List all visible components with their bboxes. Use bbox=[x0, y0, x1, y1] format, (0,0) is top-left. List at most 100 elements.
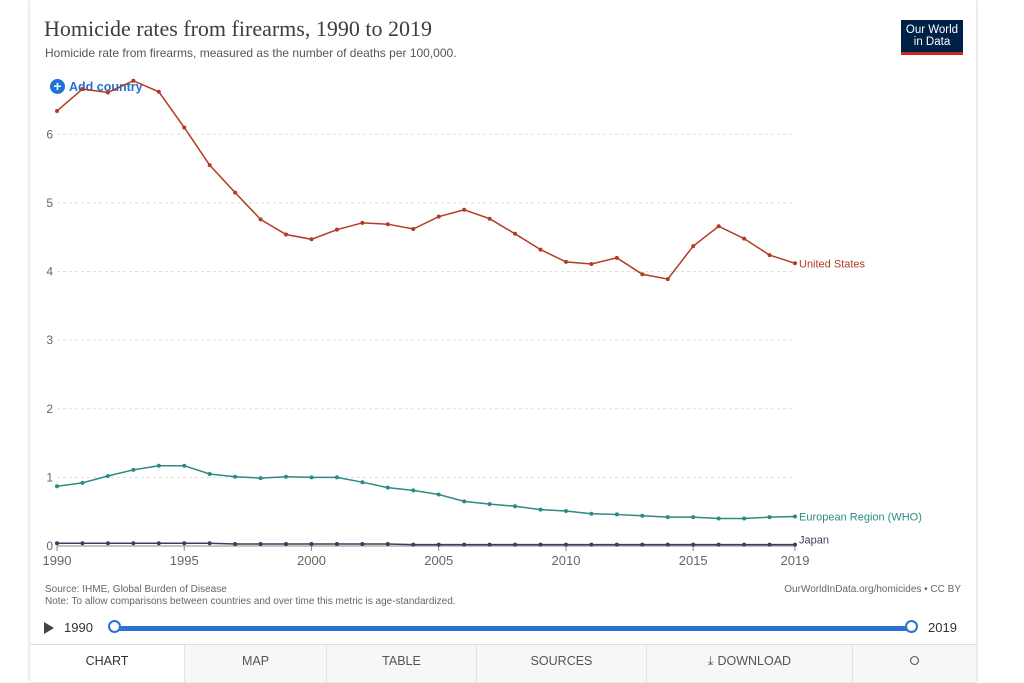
source-note: Source: IHME, Global Burden of Disease N… bbox=[45, 584, 456, 608]
timeline-slider-track[interactable] bbox=[114, 626, 911, 631]
tab-map[interactable]: MAP bbox=[184, 645, 326, 682]
data-point bbox=[360, 480, 365, 485]
data-point bbox=[284, 541, 289, 546]
data-point bbox=[207, 471, 212, 476]
credit-link[interactable]: OurWorldInData.org/homicides • CC BY bbox=[784, 584, 961, 595]
data-point bbox=[334, 541, 339, 546]
data-point bbox=[767, 253, 772, 258]
data-point bbox=[360, 541, 365, 546]
data-point bbox=[284, 232, 289, 237]
series-label: Japan bbox=[799, 535, 829, 547]
source-text: Source: IHME, Global Burden of Disease bbox=[45, 584, 227, 595]
data-point bbox=[767, 515, 772, 520]
data-point bbox=[105, 541, 110, 546]
data-point bbox=[462, 499, 467, 504]
data-point bbox=[793, 261, 797, 266]
data-point bbox=[80, 480, 85, 485]
y-tick-label: 3 bbox=[46, 333, 53, 347]
series-line bbox=[56, 79, 796, 280]
data-point bbox=[105, 90, 110, 95]
data-point bbox=[258, 476, 263, 481]
data-point bbox=[385, 222, 390, 227]
series-label: European Region (WHO) bbox=[799, 511, 922, 523]
note-text: Note: To allow comparisons between count… bbox=[45, 596, 456, 607]
data-point bbox=[156, 541, 161, 546]
y-tick-label: 4 bbox=[46, 265, 53, 279]
data-point bbox=[487, 542, 492, 547]
data-point bbox=[691, 542, 696, 547]
chart-subtitle: Homicide rate from firearms, measured as… bbox=[45, 46, 457, 60]
tab-share[interactable]: ⭘ bbox=[852, 645, 976, 682]
timeline-start-label: 1990 bbox=[64, 620, 93, 635]
tab-chart[interactable]: CHART bbox=[30, 645, 184, 682]
x-tick-label: 1995 bbox=[170, 553, 199, 568]
data-point bbox=[716, 224, 721, 229]
data-point bbox=[589, 261, 594, 266]
series-line bbox=[57, 542, 795, 546]
data-point bbox=[487, 502, 492, 507]
share-icon: ⭘ bbox=[909, 654, 920, 668]
series-label: United States bbox=[799, 258, 866, 270]
data-point bbox=[131, 541, 136, 546]
data-point bbox=[589, 542, 594, 547]
data-point bbox=[284, 474, 289, 479]
data-point bbox=[589, 511, 594, 516]
data-point bbox=[665, 542, 670, 547]
play-icon[interactable] bbox=[44, 622, 54, 634]
data-point bbox=[182, 125, 187, 130]
chart-card: Homicide rates from firearms, 1990 to 20… bbox=[30, 0, 976, 682]
data-point bbox=[182, 541, 187, 546]
data-point bbox=[563, 259, 568, 264]
x-tick-label: 1990 bbox=[43, 553, 72, 568]
data-point bbox=[538, 247, 543, 252]
series-line bbox=[56, 464, 796, 520]
data-point bbox=[385, 541, 390, 546]
data-point bbox=[513, 231, 518, 236]
logo-line1: Our World bbox=[905, 24, 959, 36]
data-point bbox=[258, 217, 263, 222]
data-point bbox=[334, 227, 339, 232]
data-point bbox=[487, 216, 492, 221]
data-point bbox=[105, 474, 110, 479]
timeline-start-handle[interactable] bbox=[108, 620, 121, 633]
data-point bbox=[640, 272, 645, 277]
data-point bbox=[131, 467, 136, 472]
data-point bbox=[233, 190, 238, 195]
data-point bbox=[538, 542, 543, 547]
tab-download[interactable]: ⤓ DOWNLOAD bbox=[646, 645, 852, 682]
data-point bbox=[691, 244, 696, 249]
data-point bbox=[563, 509, 568, 514]
data-point bbox=[80, 541, 85, 546]
download-icon: ⤓ bbox=[707, 654, 714, 668]
y-tick-label: 0 bbox=[46, 539, 53, 553]
tab-sources[interactable]: SOURCES bbox=[476, 645, 646, 682]
data-point bbox=[538, 507, 543, 512]
data-point bbox=[742, 236, 747, 241]
data-point bbox=[55, 484, 59, 489]
data-point bbox=[436, 542, 441, 547]
tab-table[interactable]: TABLE bbox=[326, 645, 476, 682]
y-tick-label: 5 bbox=[46, 196, 53, 210]
data-point bbox=[182, 463, 187, 468]
line-chart: 0 1 2 3 4 5 6 1990 1995 2000 2005 2010 2015 2019 Unite… bbox=[43, 78, 922, 568]
x-tick-label: 2019 bbox=[781, 553, 810, 568]
timeline-end-handle[interactable] bbox=[905, 620, 918, 633]
data-point bbox=[156, 463, 161, 468]
data-point bbox=[691, 515, 696, 520]
data-point bbox=[258, 541, 263, 546]
y-tick-label: 6 bbox=[46, 127, 53, 141]
data-point bbox=[742, 542, 747, 547]
owid-logo[interactable]: Our World in Data bbox=[901, 20, 963, 55]
data-point bbox=[55, 541, 59, 546]
data-point bbox=[513, 504, 518, 509]
data-point bbox=[55, 108, 59, 113]
data-point bbox=[131, 78, 136, 83]
data-point bbox=[462, 542, 467, 547]
data-point bbox=[513, 542, 518, 547]
data-point bbox=[385, 485, 390, 490]
data-point bbox=[411, 488, 416, 493]
data-point bbox=[309, 541, 314, 546]
data-point bbox=[742, 516, 747, 521]
logo-line2: in Data bbox=[913, 36, 951, 48]
tab-bar: CHART MAP TABLE SOURCES ⤓ DOWNLOAD ⭘ bbox=[30, 644, 976, 683]
